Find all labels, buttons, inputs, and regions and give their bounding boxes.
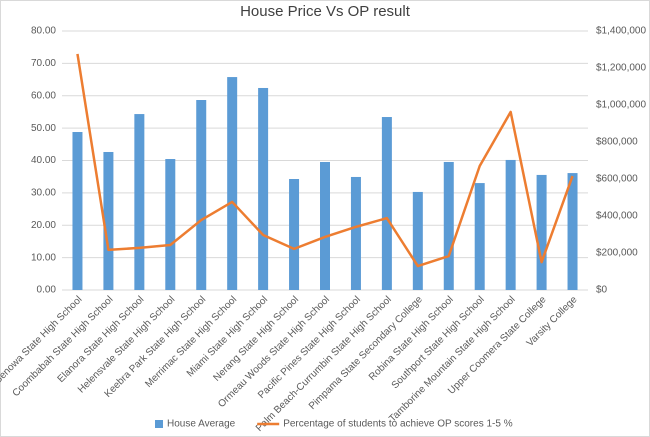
y2-tick-label: $600,000 <box>596 174 638 185</box>
bar <box>134 114 145 290</box>
bar <box>103 151 114 290</box>
y-tick-label: 50.00 <box>31 123 56 134</box>
legend-swatch <box>155 420 163 428</box>
y2-tick-label: $1,400,000 <box>596 26 646 37</box>
chart-title: House Price Vs OP result <box>240 3 411 20</box>
y2-tick-label: $200,000 <box>596 248 638 259</box>
bar <box>536 174 547 290</box>
bar <box>72 132 83 290</box>
bar <box>443 161 454 290</box>
line <box>76 53 574 268</box>
y-tick-label: 30.00 <box>31 188 56 199</box>
y-tick-label: 60.00 <box>31 90 56 101</box>
bar <box>474 183 485 290</box>
bar <box>258 87 269 290</box>
y-tick-label: 10.00 <box>31 252 56 263</box>
y-tick-label: 80.00 <box>31 26 56 37</box>
y-tick-label: 0.00 <box>37 285 57 296</box>
y2-tick-label: $400,000 <box>596 211 638 222</box>
bar <box>165 159 176 290</box>
bar <box>505 159 516 290</box>
bar <box>320 161 330 290</box>
y-tick-label: 40.00 <box>31 155 56 166</box>
y2-tick-label: $1,200,000 <box>596 63 646 74</box>
bar <box>196 100 207 290</box>
y2-tick-label: $1,000,000 <box>596 100 646 111</box>
y2-tick-label: $0 <box>596 285 608 296</box>
legend-label: House Average <box>167 419 236 430</box>
bar <box>227 77 238 290</box>
bar <box>289 179 300 290</box>
y-tick-label: 20.00 <box>31 220 56 231</box>
bar <box>567 173 578 290</box>
bar <box>350 176 361 290</box>
bar <box>412 191 423 290</box>
legend-label: Percentage of students to achieve OP sco… <box>283 419 512 430</box>
bar <box>381 117 392 291</box>
y-tick-label: 70.00 <box>31 58 56 69</box>
y2-tick-label: $800,000 <box>596 137 638 148</box>
